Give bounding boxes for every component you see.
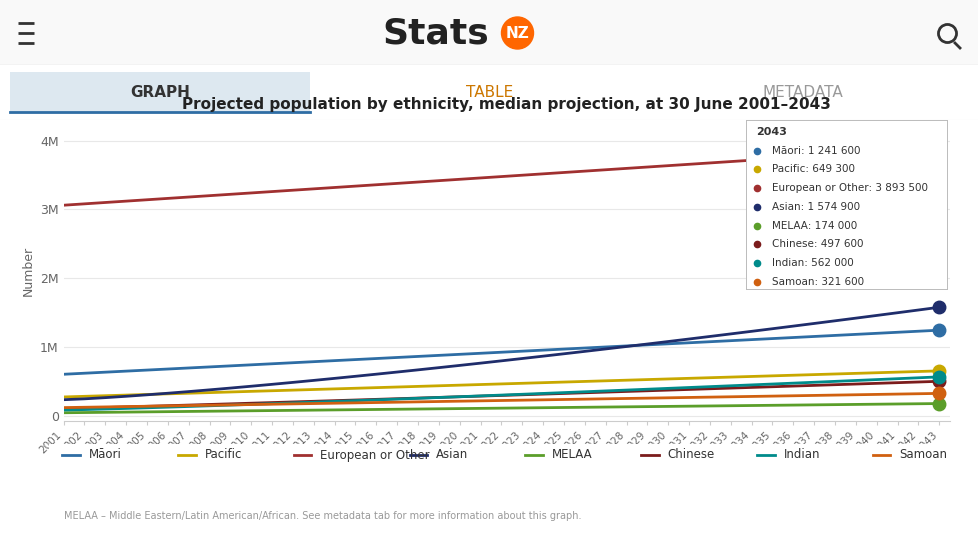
Text: METADATA: METADATA (762, 84, 842, 100)
Text: Chinese: 497 600: Chinese: 497 600 (772, 239, 863, 249)
Text: Pacific: 649 300: Pacific: 649 300 (772, 164, 854, 174)
Text: European or Other: European or Other (320, 449, 429, 462)
Text: Samoan: Samoan (898, 449, 947, 462)
Text: MELAA: 174 000: MELAA: 174 000 (772, 220, 857, 230)
Text: Indian: Indian (782, 449, 819, 462)
Circle shape (501, 17, 533, 49)
Text: Samoan: 321 600: Samoan: 321 600 (772, 277, 864, 287)
FancyBboxPatch shape (10, 72, 310, 112)
Text: TABLE: TABLE (466, 84, 512, 100)
Text: European or Other: 3 893 500: European or Other: 3 893 500 (772, 183, 927, 193)
Text: Asian: 1 574 900: Asian: 1 574 900 (772, 202, 860, 212)
Text: MELAA – Middle Eastern/Latin American/African. See metadata tab for more informa: MELAA – Middle Eastern/Latin American/Af… (64, 511, 581, 521)
Text: MELAA: MELAA (552, 449, 592, 462)
Text: Chinese: Chinese (667, 449, 714, 462)
Text: Indian: 562 000: Indian: 562 000 (772, 258, 853, 268)
Text: NZ: NZ (505, 25, 529, 41)
Title: Projected population by ethnicity, median projection, at 30 June 2001–2043: Projected population by ethnicity, media… (182, 97, 830, 112)
Text: Stats: Stats (382, 16, 489, 50)
Text: GRAPH: GRAPH (130, 84, 190, 100)
Text: Pacific: Pacific (204, 449, 242, 462)
Text: 2043: 2043 (755, 127, 786, 137)
Text: Māori: Māori (88, 449, 121, 462)
Text: Asian: Asian (435, 449, 467, 462)
Y-axis label: Number: Number (22, 245, 34, 295)
Text: Māori: 1 241 600: Māori: 1 241 600 (772, 145, 860, 155)
